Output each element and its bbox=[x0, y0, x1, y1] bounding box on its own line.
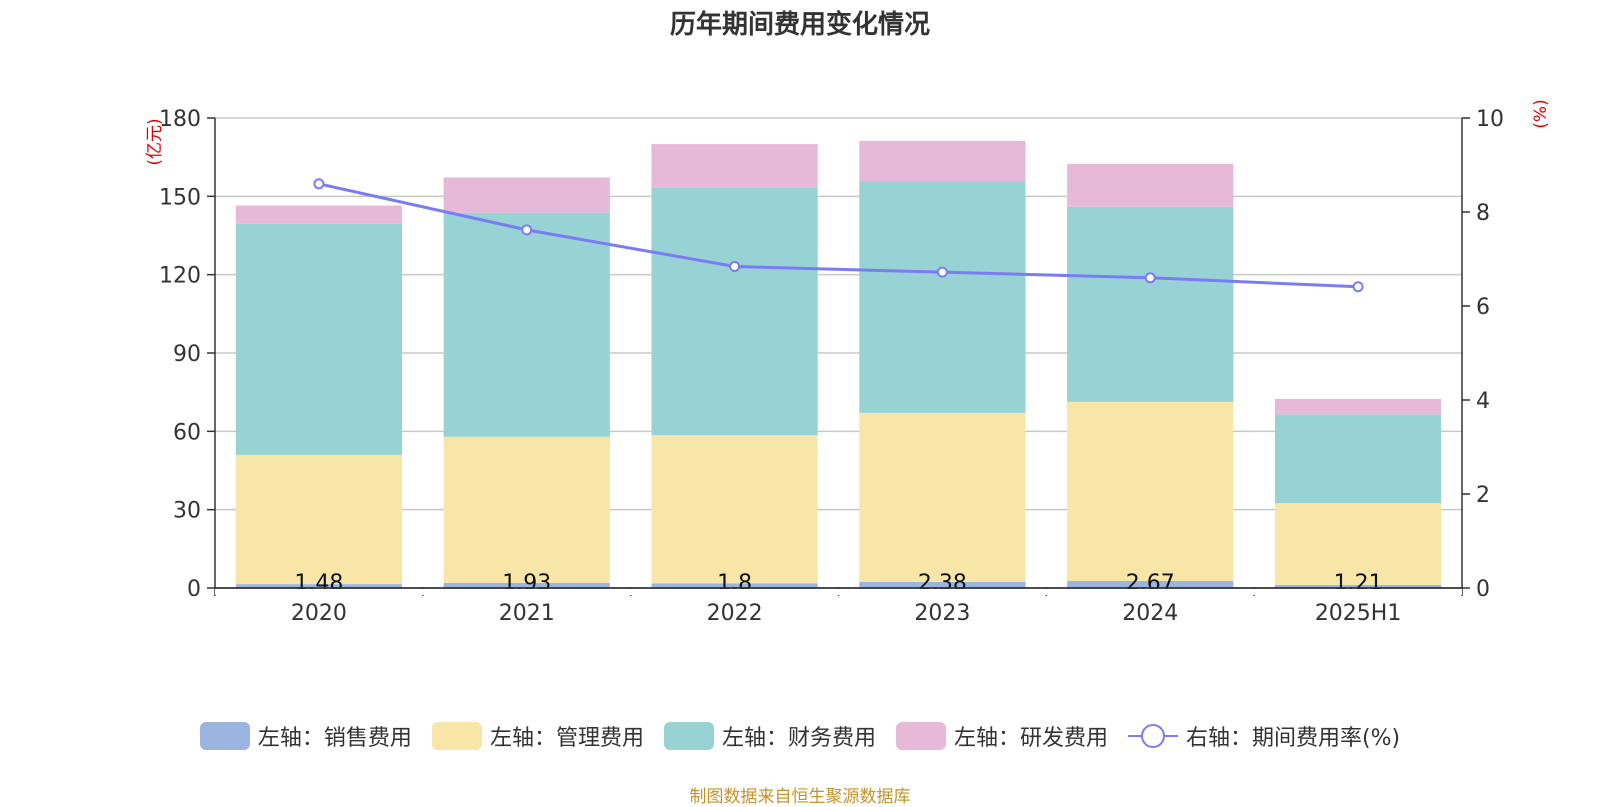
bar-segment bbox=[651, 435, 818, 584]
left-axis-tick-label: 60 bbox=[173, 420, 201, 445]
bar-segment bbox=[1274, 584, 1442, 588]
left-axis-tick-label: 180 bbox=[159, 107, 201, 132]
legend-swatch bbox=[663, 722, 714, 750]
rate-line bbox=[318, 182, 1359, 289]
legend-label: 左轴：研发费用 bbox=[953, 726, 1108, 751]
right-axis-tick-label: 10 bbox=[1476, 107, 1504, 132]
bar-segment bbox=[651, 144, 818, 188]
chart-svg: 0 30 60 90 120 150 180 0 2 4 6 8 10 (亿元) (%) 2020 2021 20… bbox=[145, 99, 1551, 626]
left-axis-tick-label: 150 bbox=[159, 185, 201, 210]
left-axis-unit-label: (亿元) bbox=[145, 118, 165, 165]
source-footer: 制图数据来自恒生聚源数据库 bbox=[689, 787, 911, 807]
right-axis-tick-label: 0 bbox=[1476, 577, 1490, 602]
legend-line-marker bbox=[1127, 722, 1178, 750]
legend-label: 左轴：财务费用 bbox=[721, 726, 876, 751]
bar-segment bbox=[859, 412, 1026, 582]
bar-segment bbox=[1274, 414, 1442, 504]
bar-segment bbox=[443, 177, 610, 213]
x-axis-tick-label: 2023 bbox=[914, 601, 970, 626]
bar-segment bbox=[235, 454, 403, 585]
legend-item: 左轴：研发费用 bbox=[895, 720, 1108, 752]
legend-item: 左轴：管理费用 bbox=[431, 720, 644, 752]
left-axis-tick-label: 30 bbox=[173, 499, 201, 524]
right-axis-tick-label: 6 bbox=[1476, 295, 1490, 320]
left-axis-tick-label: 90 bbox=[173, 342, 201, 367]
bar-segment bbox=[235, 584, 403, 588]
chart-legend: 左轴：销售费用 左轴：管理费用 左轴：财务费用 左轴：研发费用 右轴：期间费用率(%) bbox=[0, 720, 1600, 752]
bar-segment bbox=[235, 205, 403, 224]
rate-point bbox=[1144, 272, 1156, 284]
legend-item: 左轴：销售费用 bbox=[199, 720, 412, 752]
bar-segment bbox=[859, 141, 1026, 182]
bar-segment bbox=[443, 212, 610, 437]
bar-segment bbox=[859, 581, 1026, 588]
rate-point bbox=[729, 261, 741, 273]
legend-label: 左轴：销售费用 bbox=[257, 726, 412, 751]
right-axis-unit-label: (%) bbox=[1531, 99, 1551, 128]
bar-segment bbox=[651, 187, 818, 436]
bar-segment bbox=[1274, 398, 1442, 415]
label-mask bbox=[215, 589, 1462, 595]
bar-segment bbox=[1067, 581, 1234, 588]
x-axis-tick-label: 2020 bbox=[291, 601, 347, 626]
legend-item: 右轴：期间费用率(%) bbox=[1127, 720, 1401, 752]
bar-segment bbox=[235, 223, 403, 455]
legend-swatch bbox=[895, 722, 946, 750]
x-axis-tick-label: 2021 bbox=[499, 601, 555, 626]
chart-title: 历年期间费用变化情况 bbox=[669, 10, 930, 40]
legend-label: 右轴：期间费用率(%) bbox=[1185, 726, 1401, 751]
legend-swatch bbox=[431, 722, 482, 750]
bar-segment bbox=[443, 436, 610, 583]
left-axis-tick-label: 120 bbox=[159, 264, 201, 289]
legend-label: 左轴：管理费用 bbox=[489, 726, 644, 751]
rate-point bbox=[1352, 281, 1364, 293]
legend-item: 左轴：财务费用 bbox=[663, 720, 876, 752]
bar-segment bbox=[651, 583, 818, 588]
bar-segment bbox=[1067, 401, 1234, 582]
right-axis-tick-label: 2 bbox=[1476, 483, 1490, 508]
bar-segment bbox=[443, 582, 610, 588]
legend-swatch bbox=[199, 722, 250, 750]
bar-segment bbox=[859, 181, 1026, 413]
right-axis-tick-label: 8 bbox=[1476, 201, 1490, 226]
bar-segment bbox=[1067, 206, 1234, 402]
x-axis-tick-label: 2025H1 bbox=[1315, 601, 1402, 626]
right-axis-tick-label: 4 bbox=[1476, 389, 1490, 414]
x-axis-tick-label: 2024 bbox=[1122, 601, 1178, 626]
bar-segment bbox=[1274, 503, 1442, 585]
rate-point bbox=[313, 178, 325, 190]
left-axis-tick-label: 0 bbox=[187, 577, 201, 602]
x-axis-tick-label: 2022 bbox=[707, 601, 763, 626]
rate-point bbox=[521, 224, 533, 236]
rate-point bbox=[936, 266, 948, 278]
bar-segment bbox=[1067, 163, 1234, 207]
